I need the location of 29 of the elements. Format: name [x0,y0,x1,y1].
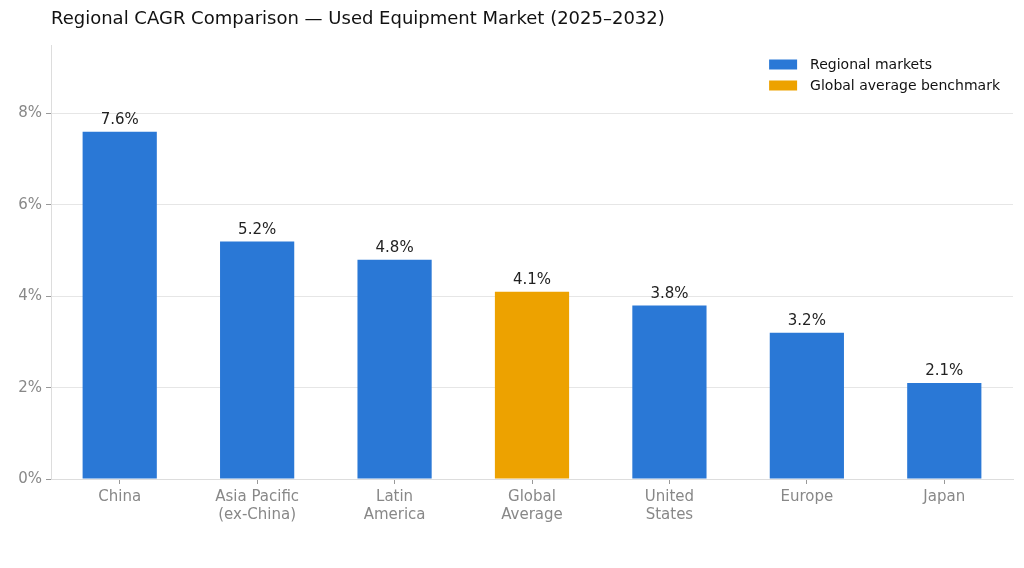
data-label: 4.1% [512,270,552,289]
bar [907,383,982,479]
y-tick-label: 2% [18,377,42,396]
bar [769,332,844,479]
bar [357,259,432,479]
legend-label: Regional markets [810,56,932,73]
bar [220,241,295,479]
x-tick-label: Japan [922,486,966,505]
y-tick-label: 0% [18,468,42,487]
x-tick-label: China [98,486,142,505]
y-tick-label: 6% [18,194,42,213]
x-tick-label: Europe [780,486,834,505]
y-tick-label: 8% [18,103,42,122]
y-tick-label: 4% [18,286,42,305]
data-label: 5.2% [238,219,277,238]
bar [82,131,157,479]
chart-title: Regional CAGR Comparison — Used Equipment Market (2025–2032) [51,7,665,28]
x-tick-label: Asia Pacific (ex-China) [215,486,300,523]
x-tick-label: Global Average [501,486,563,523]
legend-label: Global average benchmark [810,77,1001,94]
data-label: 3.2% [787,311,826,330]
bar [632,305,707,479]
data-label: 7.6% [100,110,139,129]
data-label: 3.8% [650,283,689,302]
data-label: 4.8% [375,238,414,257]
bar [494,291,570,479]
x-tick-label: Latin America [363,486,426,523]
x-tick-label: United States [644,486,695,523]
data-label: 2.1% [925,361,964,380]
